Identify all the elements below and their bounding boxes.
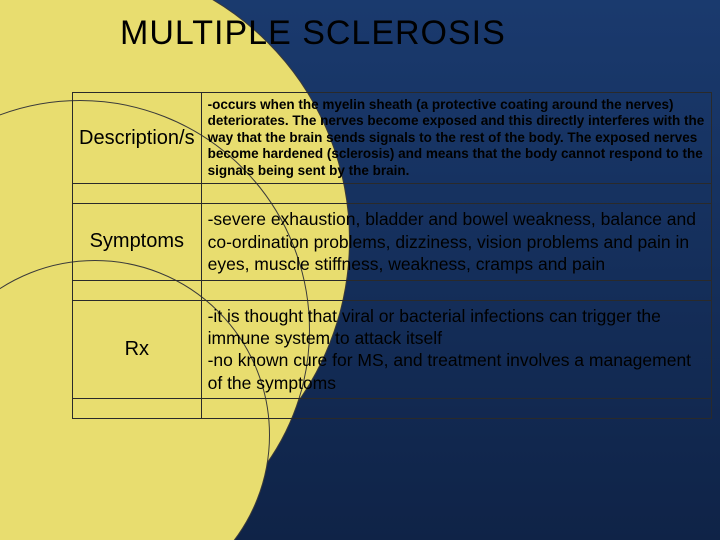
content-table: Description/s -occurs when the myelin sh…: [72, 92, 712, 419]
table-row-rx: Rx -it is thought that viral or bacteria…: [73, 300, 712, 399]
table-row-spacer-2: [73, 280, 712, 300]
table-row-spacer-3: [73, 399, 712, 419]
rx-text: -it is thought that viral or bacterial i…: [201, 300, 711, 399]
table-row-spacer-1: [73, 184, 712, 204]
symptoms-text: -severe exhaustion, bladder and bowel we…: [201, 204, 711, 280]
page-title: MULTIPLE SCLEROSIS: [120, 14, 506, 53]
symptoms-label: Symptoms: [73, 204, 202, 280]
table-row-description: Description/s -occurs when the myelin sh…: [73, 93, 712, 184]
description-text: -occurs when the myelin sheath (a protec…: [201, 93, 711, 184]
description-label: Description/s: [73, 93, 202, 184]
rx-label: Rx: [73, 300, 202, 399]
table-row-symptoms: Symptoms -severe exhaustion, bladder and…: [73, 204, 712, 280]
